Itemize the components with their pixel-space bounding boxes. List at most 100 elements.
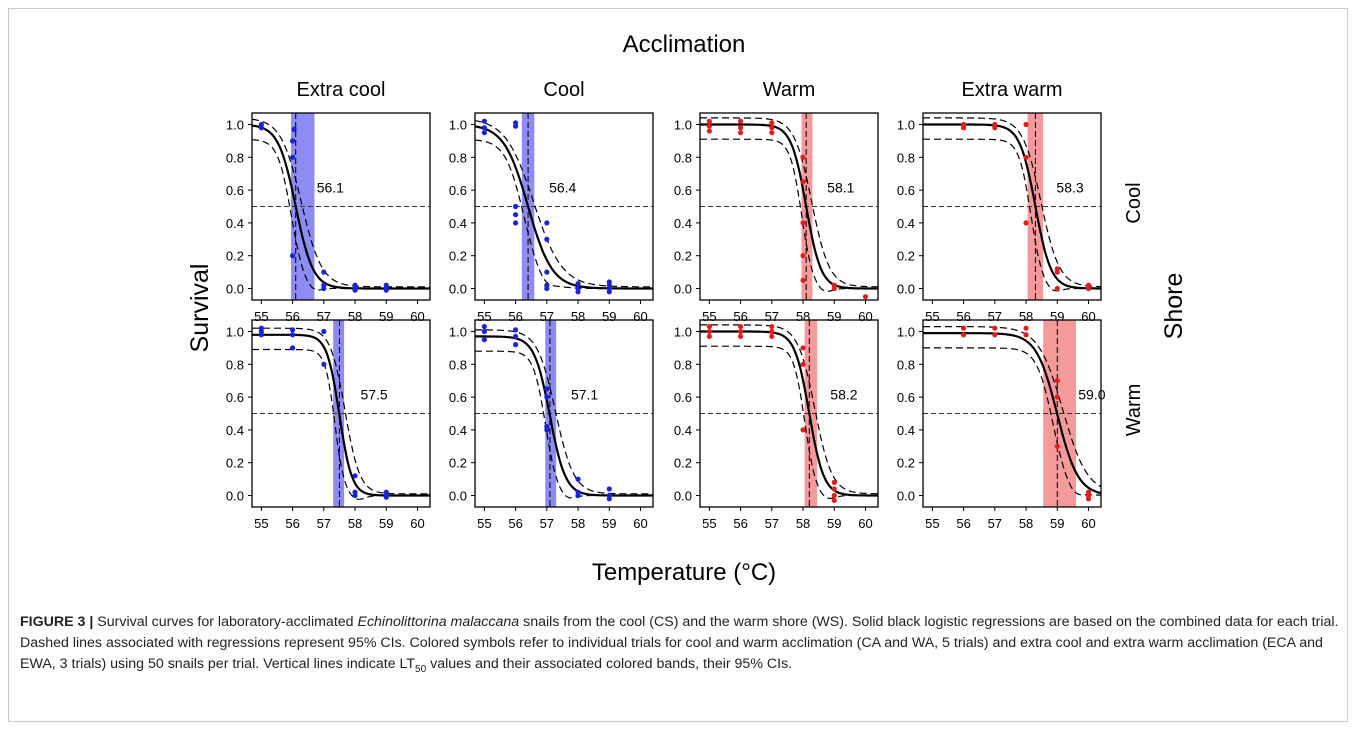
ci-upper-dashed-curve [700,117,878,288]
y-tick-label: 1.0 [449,117,467,132]
x-tick-label: 59 [827,309,841,324]
data-point [481,337,487,343]
data-point [800,179,806,185]
x-tick-label: 55 [925,309,939,324]
y-tick-label: 0.4 [897,423,915,438]
data-point [800,345,806,351]
data-point [769,333,775,340]
acclimation-title: Acclimation [623,31,746,58]
x-tick-label: 57 [765,309,779,324]
logistic-regression-curve [475,125,653,290]
x-tick-label: 60 [633,309,647,324]
data-point [575,280,581,287]
caption-label: FIGURE 3 | [20,614,94,630]
data-point [737,125,744,131]
y-tick-label: 0.8 [674,357,692,372]
lt50-ci-band [804,320,818,507]
x-tick-label: 60 [1081,516,1095,531]
data-point [862,294,869,300]
y-tick-label: 0.8 [897,150,915,165]
x-axis-title: Temperature (°C) [592,559,776,586]
y-tick-label: 0.4 [449,423,467,438]
lt50-value-label: 58.2 [830,387,857,403]
data-point [606,289,612,295]
data-point [831,492,837,499]
x-tick-label: 55 [477,516,491,531]
ci-lower-dashed-curve [475,139,653,290]
data-point [544,269,550,275]
x-tick-label: 55 [477,309,491,324]
x-tick-label: 56 [285,516,299,531]
x-tick-label: 60 [858,516,872,531]
curves-group [700,324,878,499]
data-point [481,328,487,335]
y-tick-label: 0.6 [226,183,244,198]
y-tick-label: 0.4 [674,423,692,438]
panel-r1-c0: 57.5 0.0 0.2 0.4 0.6 0.8 1.0 55 56 57 58 59 60 [226,319,431,531]
x-tick-label: 56 [508,516,522,531]
x-tick-label: 59 [827,516,841,531]
data-point [606,496,612,502]
x-tick-label: 56 [956,309,970,324]
data-point [352,287,358,293]
x-tick-label: 59 [379,516,393,531]
x-tick-label: 56 [956,516,970,531]
y-tick-label: 0.2 [449,456,467,471]
y-tick-label: 0.2 [674,249,692,264]
data-point [992,332,998,338]
x-tick-label: 59 [602,516,616,531]
ci-lower-dashed-curve [923,347,1101,496]
caption-text-3: values and their associated colored band… [426,656,793,672]
data-point [383,494,389,500]
data-point [1054,378,1060,384]
data-point [481,323,487,330]
data-point [706,323,712,330]
panel-frame [922,112,1102,301]
panel-frame [699,112,879,301]
x-tick-label: 59 [379,309,393,324]
data-point [960,332,967,338]
y-tick-label: 1.0 [674,324,692,339]
data-point [289,138,296,144]
ci-upper-dashed-curve [700,324,878,495]
data-point [481,125,487,131]
data-point [769,125,775,131]
x-tick-label: 56 [733,516,747,531]
y-tick-label: 0.2 [226,249,244,264]
curves-group [252,118,430,291]
data-point [769,120,775,126]
logistic-regression-curve [923,123,1101,290]
x-tick-label: 57 [540,516,554,531]
y-tick-label: 0.8 [897,357,915,372]
data-point [289,253,296,259]
lt50-value-label: 57.1 [571,387,598,403]
ci-upper-dashed-curve [923,326,1101,488]
logistic-regression-curve [252,124,430,290]
y-tick-label: 0.2 [897,456,915,471]
data-point [800,253,806,259]
caption-species: Echinolittorina malaccana [357,614,520,630]
ci-lower-dashed-curve [475,350,653,499]
panel-r1-c2: 58.2 0.0 0.2 0.4 0.6 0.8 1.0 55 56 57 58 59 60 [674,319,879,531]
panel-frame [922,319,1102,508]
y-tick-label: 0.8 [449,357,467,372]
data-point [1023,325,1029,331]
data-point [512,342,519,348]
curves-group [475,119,653,290]
x-tick-label: 60 [1081,309,1095,324]
data-point [1054,394,1060,400]
ci-upper-dashed-curve [475,329,653,495]
data-point [544,220,550,226]
data-point [258,125,264,131]
data-point [321,269,327,275]
column-title-warm: Warm [763,79,816,101]
shore-title: Shore [1160,273,1188,340]
data-point [575,289,581,295]
x-tick-label: 58 [348,516,362,531]
data-point [1023,121,1029,128]
row-title-warm: Warm [1123,384,1145,437]
y-tick-label: 0.4 [226,216,244,231]
x-tick-label: 58 [796,516,810,531]
x-tick-label: 58 [348,309,362,324]
data-point [481,130,487,136]
